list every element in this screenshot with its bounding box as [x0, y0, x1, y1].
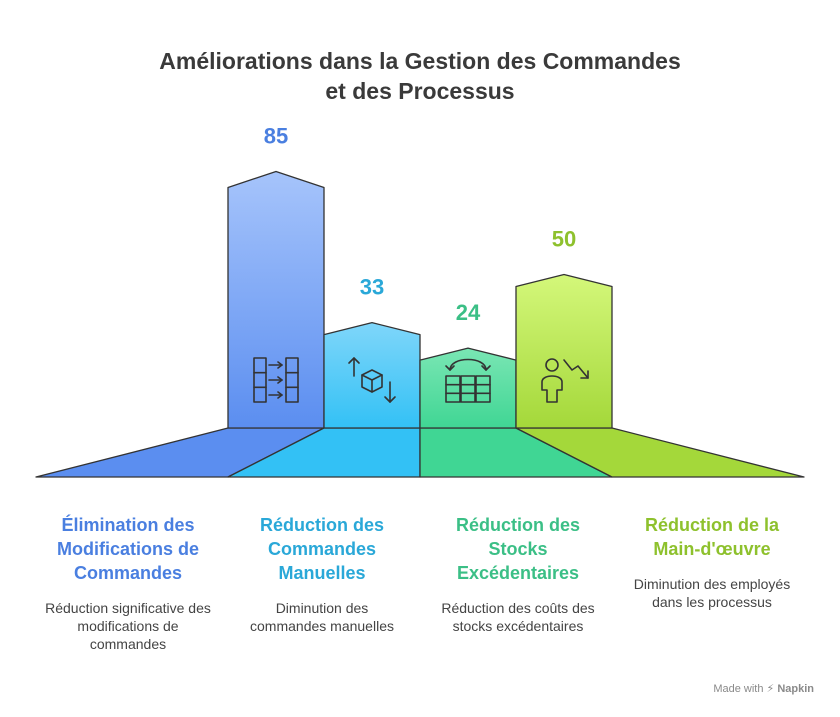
bar [227, 170, 325, 429]
category-title: Réduction des Stocks Excédentaires [455, 515, 580, 583]
made-with-text: Made with [713, 683, 764, 695]
category-title: Élimination des Modifications de Command… [56, 515, 199, 583]
bar [515, 273, 613, 429]
chart-title-line-2: et des Processus [325, 78, 515, 104]
chart-title: Améliorations dans la Gestion des Comman… [0, 46, 840, 106]
person-decrease-icon [541, 358, 589, 403]
value-label: 33 [360, 275, 384, 300]
box-arrows-icon [348, 357, 396, 403]
value-label: 85 [264, 123, 288, 148]
stock-shelves-icon [445, 358, 491, 403]
category-title: Réduction des Commandes Manuelles [259, 515, 384, 583]
napkin-watermark: Made with ⚡ Napkin [713, 682, 814, 695]
chart-title-line-1: Améliorations dans la Gestion des Comman… [159, 48, 681, 74]
category-description: Diminution des commandes manuelles [250, 600, 394, 634]
bar [323, 321, 421, 429]
value-label: 50 [552, 227, 576, 252]
category-description: Diminution des employés dans les process… [633, 576, 791, 610]
category-description: Réduction significative des modification… [45, 600, 211, 652]
category-label: Élimination des Modifications de Command… [42, 513, 214, 653]
bar [419, 347, 517, 429]
category-label: Réduction de la Main-d'œuvre Diminution d… [626, 513, 798, 611]
category-description: Réduction des coûts des stocks excédenta… [441, 600, 595, 634]
category-label: Réduction des Stocks Excédentaires Réduct… [432, 513, 604, 635]
napkin-brand-text: Napkin [777, 683, 814, 695]
category-title: Réduction de la Main-d'œuvre [644, 515, 779, 559]
transfer-grid-icon [253, 357, 299, 403]
value-label: 24 [456, 300, 481, 325]
category-label: Réduction des Commandes Manuelles Diminut… [236, 513, 408, 635]
napkin-logo-icon: ⚡ [766, 683, 775, 695]
